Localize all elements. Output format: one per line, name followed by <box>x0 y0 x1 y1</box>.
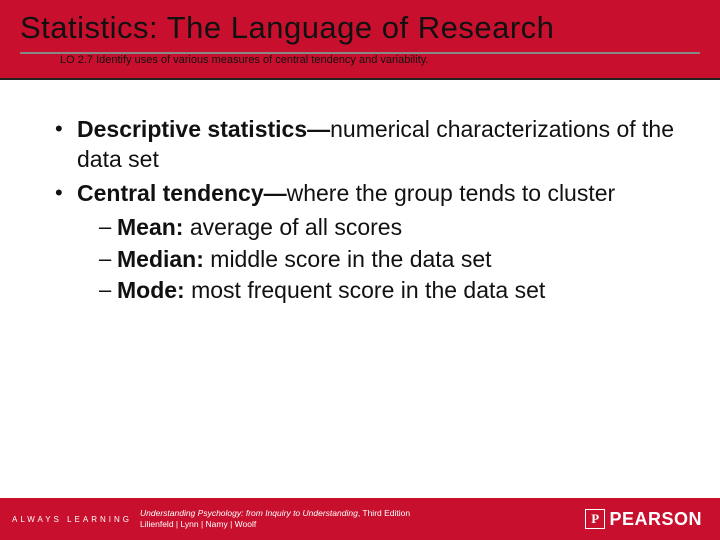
sub-bullet-item: – Mean: average of all scores <box>99 213 680 243</box>
slide-body: • Descriptive statistics—numerical chara… <box>0 80 720 306</box>
slide-title: Statistics: The Language of Research <box>20 10 700 46</box>
bullet-rest: most frequent score in the data set <box>185 277 546 303</box>
book-edition: , Third Edition <box>358 508 410 518</box>
bullet-rest: average of all scores <box>183 214 402 240</box>
pearson-wordmark: PEARSON <box>609 509 702 530</box>
book-title: Understanding Psychology: from Inquiry t… <box>140 508 358 518</box>
pearson-p-icon: P <box>585 509 605 529</box>
bullet-text: Median: middle score in the data set <box>117 245 680 275</box>
slide-header: Statistics: The Language of Research LO … <box>0 0 720 80</box>
bullet-marker: • <box>55 115 77 175</box>
dash-marker: – <box>99 276 117 306</box>
bullet-item: • Descriptive statistics—numerical chara… <box>55 115 680 175</box>
bullet-rest: where the group tends to cluster <box>287 180 616 206</box>
bullet-rest: middle score in the data set <box>204 246 492 272</box>
book-authors: Lilienfeld | Lynn | Namy | Woolf <box>140 519 256 529</box>
bullet-bold: Descriptive statistics— <box>77 116 330 142</box>
publisher-logo: P PEARSON <box>585 509 720 530</box>
bullet-bold: Mean: <box>117 214 183 240</box>
bullet-text: Mode: most frequent score in the data se… <box>117 276 680 306</box>
slide-footer: ALWAYS LEARNING Understanding Psychology… <box>0 498 720 540</box>
bullet-bold: Median: <box>117 246 204 272</box>
bullet-item: • Central tendency—where the group tends… <box>55 179 680 209</box>
footer-citation: Understanding Psychology: from Inquiry t… <box>140 508 585 530</box>
bullet-marker: • <box>55 179 77 209</box>
dash-marker: – <box>99 245 117 275</box>
bullet-text: Descriptive statistics—numerical charact… <box>77 115 680 175</box>
bullet-bold: Central tendency— <box>77 180 287 206</box>
learning-objective: LO 2.7 Identify uses of various measures… <box>60 54 700 66</box>
dash-marker: – <box>99 213 117 243</box>
bullet-bold: Mode: <box>117 277 185 303</box>
bullet-text: Mean: average of all scores <box>117 213 680 243</box>
bullet-text: Central tendency—where the group tends t… <box>77 179 680 209</box>
footer-tagline: ALWAYS LEARNING <box>0 515 140 524</box>
sub-bullet-item: – Median: middle score in the data set <box>99 245 680 275</box>
sub-bullet-item: – Mode: most frequent score in the data … <box>99 276 680 306</box>
